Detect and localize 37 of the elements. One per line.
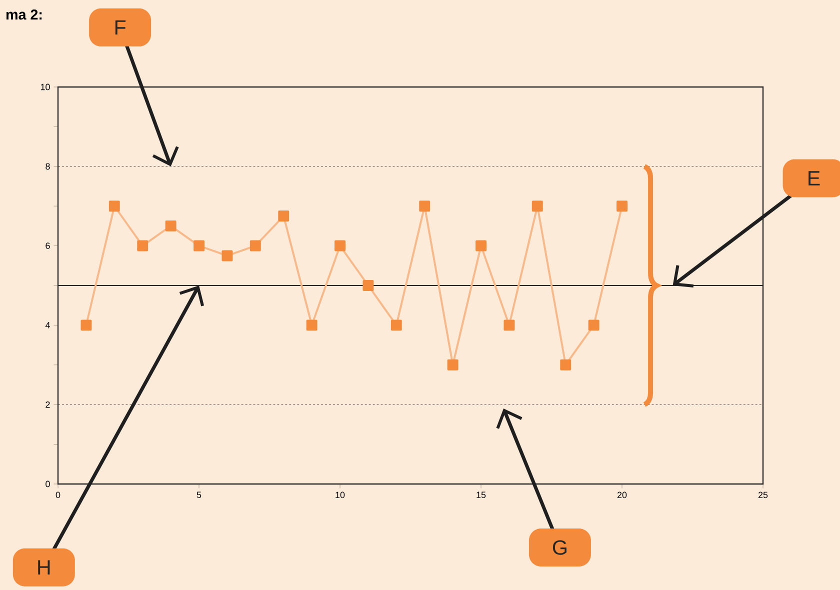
x-tick-label: 20 bbox=[617, 492, 627, 498]
x-tick-label: 15 bbox=[476, 492, 486, 498]
y-tick-label: 6 bbox=[46, 242, 50, 249]
point bbox=[447, 359, 458, 370]
point bbox=[306, 320, 318, 331]
point bbox=[194, 240, 204, 252]
chart-title: ma 2: bbox=[6, 10, 42, 20]
point bbox=[588, 320, 600, 331]
point bbox=[334, 240, 346, 252]
point bbox=[80, 320, 92, 331]
point bbox=[137, 240, 148, 252]
point bbox=[165, 220, 176, 232]
y-tick-label: 4 bbox=[45, 322, 50, 328]
x-tick-label: 5 bbox=[196, 492, 202, 498]
y-tick-label: 0 bbox=[46, 480, 50, 488]
point bbox=[419, 200, 430, 212]
y-tick-label: 2 bbox=[46, 401, 50, 408]
point bbox=[108, 200, 120, 212]
point bbox=[532, 200, 543, 212]
point bbox=[560, 359, 572, 370]
annotation: E bbox=[808, 171, 820, 186]
point bbox=[616, 200, 628, 212]
point bbox=[278, 210, 290, 222]
point bbox=[250, 240, 261, 252]
x-tick-label: 0 bbox=[56, 492, 60, 498]
point bbox=[390, 320, 402, 331]
point bbox=[476, 240, 486, 252]
x-tick-label: 10 bbox=[336, 492, 345, 498]
point bbox=[504, 320, 515, 331]
point bbox=[362, 280, 374, 291]
y-tick-label: 8 bbox=[46, 163, 50, 170]
x-tick-label: 25 bbox=[758, 492, 768, 498]
point bbox=[222, 250, 233, 262]
y-tick-label: 10 bbox=[40, 84, 50, 90]
annotation: G bbox=[552, 540, 566, 555]
annotation: F bbox=[115, 20, 126, 35]
annotation: H bbox=[38, 560, 50, 574]
